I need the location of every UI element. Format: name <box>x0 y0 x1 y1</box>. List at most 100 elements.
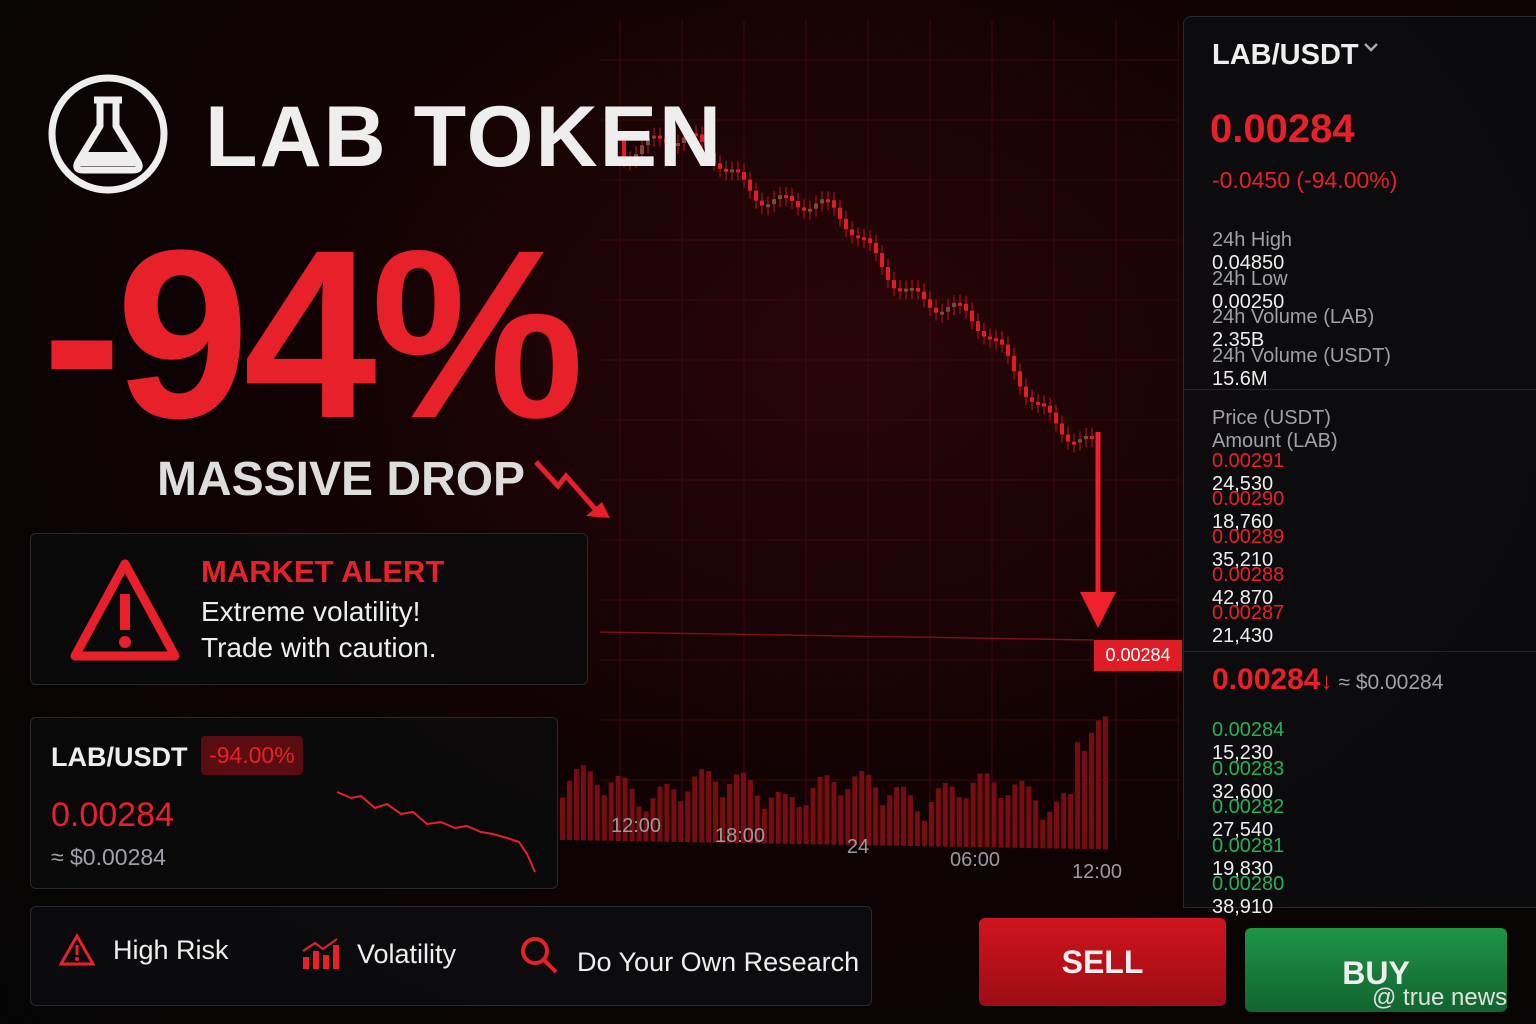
candle <box>1060 423 1064 435</box>
volume-bar <box>970 782 976 848</box>
volume-bar <box>740 772 746 844</box>
bid-row: 0.00281 19,830 <box>1212 835 1516 880</box>
row-label: 0.00283 <box>1212 757 1285 780</box>
row-value: 15.6M <box>1212 367 1268 390</box>
row-label: 0.00282 <box>1212 796 1285 818</box>
candle <box>1048 405 1052 413</box>
row-value: 2.35B <box>1212 329 1265 351</box>
volume-bar <box>699 769 705 843</box>
ask-row: 0.00290 18,760 <box>1212 488 1516 533</box>
candle <box>916 287 920 292</box>
candle <box>700 134 704 142</box>
candle <box>922 291 926 300</box>
volume-bar <box>657 786 663 842</box>
candle <box>676 143 680 147</box>
candle <box>910 287 914 291</box>
volume-bar <box>956 797 962 847</box>
row-label: 0.00291 <box>1212 450 1285 472</box>
candle <box>1018 371 1022 387</box>
volume-bar <box>650 798 656 842</box>
volume-bar <box>1033 800 1039 849</box>
volume-bar <box>664 783 670 842</box>
candle <box>964 303 968 311</box>
volume-bar <box>560 797 565 840</box>
volume-bar <box>998 797 1004 848</box>
volume-bar <box>963 798 969 847</box>
volume-bar <box>810 787 816 845</box>
candle <box>862 237 866 241</box>
search-icon <box>521 937 558 974</box>
candle <box>1006 344 1010 356</box>
volume-bar <box>775 791 781 844</box>
candle <box>1000 339 1004 345</box>
candle <box>724 168 728 172</box>
row-value: 21,430 <box>1212 625 1274 647</box>
volume-bar <box>643 811 649 842</box>
volume-bar <box>1026 786 1032 849</box>
volume-bar <box>796 806 802 845</box>
volume-bar <box>1054 801 1060 849</box>
candle <box>832 200 836 208</box>
candle <box>646 137 650 146</box>
x-tick-label: 12:00 <box>1072 861 1122 883</box>
volume-bar <box>747 780 753 844</box>
candle <box>904 288 908 292</box>
candle <box>802 207 806 211</box>
candle <box>982 330 986 337</box>
volume-bar <box>859 770 865 846</box>
volume-bar <box>1005 795 1011 848</box>
candle <box>874 242 878 254</box>
candle <box>826 199 830 203</box>
candle <box>1090 436 1094 440</box>
footer-bar: High Risk Volatility Do Your Own Researc… <box>30 906 872 1006</box>
candle <box>868 238 872 243</box>
footer-item: High Risk <box>113 935 229 965</box>
alert-box: MARKET ALERT Extreme volatility! Trade w… <box>30 533 588 685</box>
volume-bar <box>935 788 941 847</box>
volume-bar <box>754 795 760 844</box>
candle <box>988 336 992 340</box>
candle <box>682 137 686 144</box>
volume-bar <box>580 765 586 841</box>
candle <box>808 208 812 212</box>
candle <box>766 204 770 208</box>
candle <box>952 302 956 308</box>
buy-button[interactable]: BUY <box>1245 928 1507 1012</box>
candle <box>898 288 902 292</box>
volume-bar <box>880 805 886 846</box>
candle <box>730 169 734 173</box>
row-value: 15,230 <box>1212 742 1274 764</box>
mid-price: 0.00284↓ ≈ $0.00284 <box>1212 663 1443 697</box>
sell-button[interactable]: SELL <box>979 918 1226 1006</box>
candle <box>1054 412 1058 424</box>
usd-price: ≈ $0.00284 <box>51 844 166 870</box>
volume-bar <box>622 777 628 842</box>
x-tick-label: 12:00 <box>611 815 661 837</box>
row-label: 0.00289 <box>1212 526 1285 548</box>
bid-row: 0.00280 38,910 <box>1212 873 1516 918</box>
row-value: 35,210 <box>1212 549 1274 571</box>
candle <box>748 179 752 191</box>
candle <box>712 153 716 164</box>
candle <box>886 266 890 281</box>
volume-bar <box>942 782 948 847</box>
row-value: 38,910 <box>1212 896 1274 918</box>
candle <box>934 307 938 313</box>
watermark: @ true news <box>1372 984 1508 1011</box>
alert-line: Trade with caution. <box>201 632 437 663</box>
mid-price-value: 0.00284 <box>1212 663 1321 696</box>
row-value: 32,600 <box>1212 780 1274 803</box>
candle <box>622 140 626 160</box>
candle <box>958 302 962 306</box>
bid-row: 0.00283 32,600 <box>1212 757 1516 803</box>
candle <box>820 199 824 204</box>
bid-row: 0.00282 27,540 <box>1212 796 1516 841</box>
bid-row: 0.00284 15,230 <box>1212 719 1516 764</box>
row-value: 27,540 <box>1212 819 1274 841</box>
volume-bar <box>720 797 726 843</box>
x-tick-label: 18:00 <box>715 825 765 847</box>
mini-ticker: LAB/USDT -94.00% 0.00284 ≈ $0.00284 <box>30 717 558 889</box>
candle <box>736 169 740 173</box>
row-label: 0.00284 <box>1212 719 1285 741</box>
